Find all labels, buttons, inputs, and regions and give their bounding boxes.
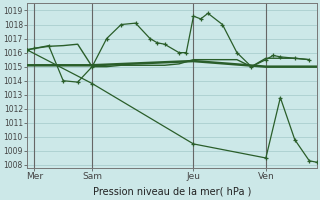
X-axis label: Pression niveau de la mer( hPa ): Pression niveau de la mer( hPa ) bbox=[92, 187, 251, 197]
